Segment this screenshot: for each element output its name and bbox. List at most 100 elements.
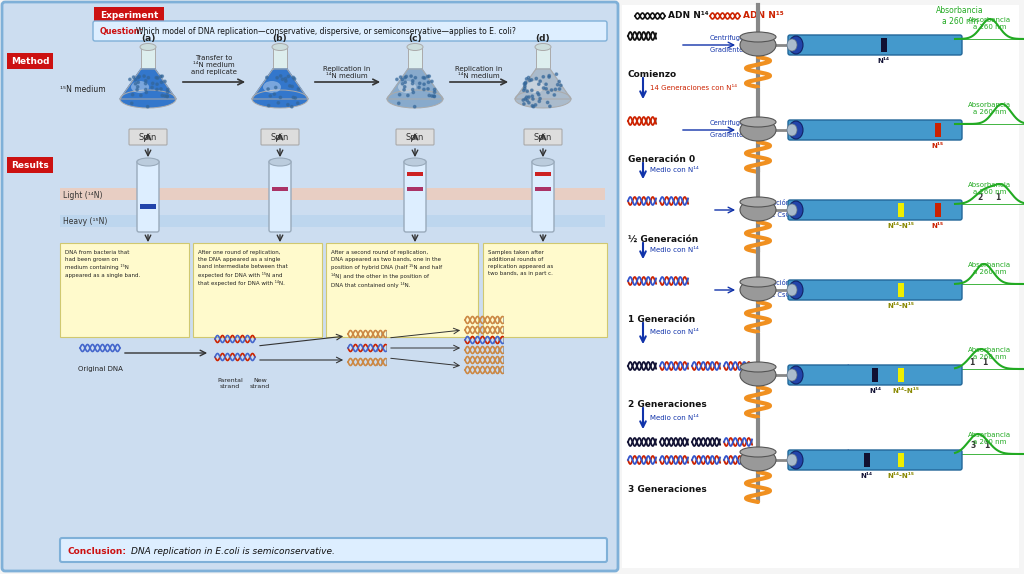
Ellipse shape — [137, 158, 159, 166]
Ellipse shape — [790, 281, 803, 299]
Circle shape — [401, 83, 403, 85]
Bar — [897, 453, 903, 467]
Circle shape — [297, 102, 299, 104]
Circle shape — [414, 76, 417, 79]
Bar — [407, 172, 423, 176]
Text: ADN N¹⁵: ADN N¹⁵ — [743, 11, 783, 21]
Circle shape — [524, 82, 526, 84]
Ellipse shape — [404, 158, 426, 166]
Circle shape — [269, 95, 271, 97]
Text: Generación 0: Generación 0 — [628, 155, 695, 164]
Ellipse shape — [790, 451, 803, 469]
Circle shape — [139, 94, 142, 96]
Circle shape — [160, 75, 162, 77]
Circle shape — [404, 81, 407, 83]
Circle shape — [554, 88, 557, 91]
Bar — [872, 368, 878, 382]
Text: Question:: Question: — [100, 27, 143, 36]
Circle shape — [288, 75, 290, 77]
Text: Absorbancia
a 260 nm: Absorbancia a 260 nm — [936, 6, 984, 26]
Circle shape — [543, 87, 545, 89]
Text: 2 Generaciones: 2 Generaciones — [628, 400, 707, 409]
Text: 1: 1 — [970, 358, 975, 367]
Circle shape — [157, 77, 159, 79]
Bar — [935, 203, 941, 217]
FancyBboxPatch shape — [60, 538, 607, 562]
FancyBboxPatch shape — [193, 243, 322, 337]
Text: (c): (c) — [409, 34, 422, 43]
Circle shape — [522, 89, 525, 91]
Bar — [407, 187, 423, 191]
Circle shape — [526, 99, 528, 102]
Circle shape — [535, 104, 537, 106]
FancyBboxPatch shape — [788, 120, 962, 140]
Circle shape — [539, 80, 542, 83]
Text: After a second round of replication,
DNA appeared as two bands, one in the
posit: After a second round of replication, DNA… — [331, 250, 442, 288]
Circle shape — [134, 83, 137, 85]
Circle shape — [402, 88, 406, 91]
Circle shape — [524, 82, 526, 85]
Ellipse shape — [252, 90, 308, 108]
Circle shape — [431, 95, 433, 97]
Text: Absorbancia
a 260 nm: Absorbancia a 260 nm — [969, 347, 1012, 360]
Circle shape — [558, 80, 560, 83]
Ellipse shape — [740, 362, 776, 372]
Text: Gradiente CsCl: Gradiente CsCl — [806, 377, 856, 383]
Text: 1 Generación: 1 Generación — [628, 315, 695, 324]
FancyBboxPatch shape — [788, 365, 962, 385]
Circle shape — [424, 77, 426, 79]
Circle shape — [265, 76, 268, 79]
FancyBboxPatch shape — [404, 160, 426, 232]
Circle shape — [134, 79, 136, 81]
FancyBboxPatch shape — [2, 2, 618, 571]
Ellipse shape — [140, 44, 156, 51]
Text: N¹⁴-N¹⁵: N¹⁴-N¹⁵ — [887, 303, 914, 309]
Circle shape — [397, 102, 400, 104]
Circle shape — [418, 86, 420, 88]
Ellipse shape — [740, 34, 776, 56]
Text: Medio con N¹⁴: Medio con N¹⁴ — [650, 329, 698, 335]
Ellipse shape — [269, 158, 291, 166]
Text: Comienzo: Comienzo — [628, 70, 677, 79]
Text: After one round of replication,
the DNA appeared as a single
band intermediate b: After one round of replication, the DNA … — [198, 250, 288, 286]
Text: 3 Generaciones: 3 Generaciones — [628, 485, 707, 494]
Circle shape — [527, 102, 530, 104]
Text: Medio con N¹⁴: Medio con N¹⁴ — [650, 167, 698, 173]
Text: Centrifugación: Centrifugación — [806, 449, 855, 456]
Text: Parental
strand: Parental strand — [217, 378, 243, 389]
FancyBboxPatch shape — [326, 243, 478, 337]
Circle shape — [530, 89, 534, 91]
Circle shape — [297, 88, 300, 90]
Text: Spin: Spin — [139, 134, 158, 142]
Text: Light (¹⁴N): Light (¹⁴N) — [63, 191, 102, 200]
Ellipse shape — [263, 81, 281, 93]
Circle shape — [403, 76, 407, 79]
Circle shape — [527, 76, 529, 79]
Text: Absorbancia
a 260 nm: Absorbancia a 260 nm — [969, 432, 1012, 445]
Circle shape — [410, 75, 413, 77]
Text: Gradiente CsCl: Gradiente CsCl — [742, 212, 792, 218]
Polygon shape — [252, 69, 308, 99]
Circle shape — [131, 94, 134, 96]
Ellipse shape — [790, 36, 803, 54]
Circle shape — [161, 75, 164, 77]
Circle shape — [147, 76, 150, 79]
FancyBboxPatch shape — [788, 450, 962, 470]
Text: Absorbancia
a 260 nm: Absorbancia a 260 nm — [969, 262, 1012, 275]
Ellipse shape — [740, 279, 776, 301]
Text: Gradiente CsCl: Gradiente CsCl — [710, 132, 760, 138]
Circle shape — [136, 86, 139, 88]
Circle shape — [160, 88, 162, 90]
Circle shape — [524, 98, 526, 100]
Text: Absorbancia
a 260 nm: Absorbancia a 260 nm — [969, 102, 1012, 115]
Polygon shape — [120, 69, 176, 99]
Text: (d): (d) — [536, 34, 550, 43]
Circle shape — [166, 95, 168, 98]
Circle shape — [536, 77, 538, 80]
Circle shape — [538, 100, 541, 103]
Circle shape — [138, 75, 140, 77]
Bar — [535, 172, 551, 176]
Circle shape — [291, 106, 293, 108]
Circle shape — [137, 76, 139, 79]
Text: N¹⁴: N¹⁴ — [869, 388, 881, 394]
